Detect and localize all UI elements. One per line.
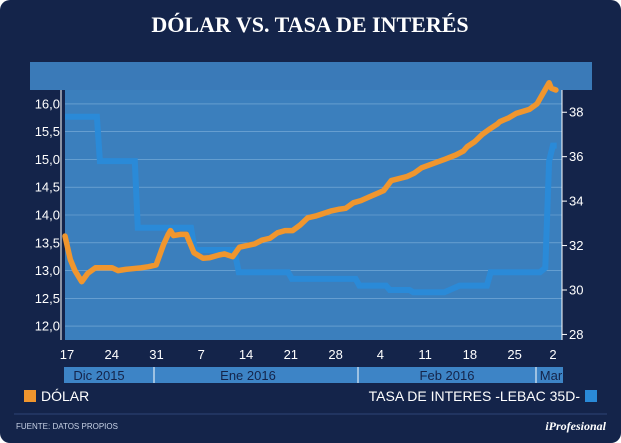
month-bar bbox=[64, 367, 563, 383]
y-left-tick-label: 12,5 bbox=[35, 291, 60, 306]
header-band bbox=[30, 62, 592, 90]
x-tick-label: 7 bbox=[198, 347, 205, 362]
y-left-tick-label: 13,5 bbox=[35, 235, 60, 250]
y-left-tick-label: 15,0 bbox=[35, 152, 60, 167]
month-label: Mar bbox=[540, 368, 563, 383]
source-note: FUENTE: DATOS PROPIOS bbox=[16, 422, 118, 431]
x-tick-label: 17 bbox=[60, 347, 74, 362]
series-lines bbox=[62, 80, 559, 296]
x-tick-label: 18 bbox=[463, 347, 477, 362]
y-left-tick-label: 12,0 bbox=[35, 319, 60, 334]
x-tick-label: 25 bbox=[507, 347, 521, 362]
month-label: Ene 2016 bbox=[220, 368, 276, 383]
legend-label-tasa: TASA DE INTERES -LEBAC 35D- bbox=[369, 388, 581, 404]
right-axis: 28 30 32 34 36 38 bbox=[561, 90, 583, 342]
series-line-dolar bbox=[62, 80, 559, 285]
legend-label-dolar: DÓLAR bbox=[41, 388, 89, 404]
y-left-tick-label: 13,0 bbox=[35, 263, 60, 278]
x-tick-label: 31 bbox=[149, 347, 163, 362]
x-tick-label: 11 bbox=[418, 347, 432, 362]
x-tick-label: 2 bbox=[549, 347, 556, 362]
legend-swatch-dolar bbox=[24, 390, 36, 402]
x-tick-label: 4 bbox=[377, 347, 384, 362]
y-right-tick-label: 36 bbox=[569, 149, 583, 164]
y-left-tick-label: 14,5 bbox=[35, 180, 60, 195]
x-tick-label: 24 bbox=[105, 347, 119, 362]
y-right-tick-label: 30 bbox=[569, 283, 583, 298]
month-labels: Dic 2015 Ene 2016 Feb 2016 Mar bbox=[73, 367, 563, 383]
y-left-tick-label: 16,0 bbox=[35, 96, 60, 111]
x-tick-label: 21 bbox=[284, 347, 298, 362]
y-left-tick-label: 15,5 bbox=[35, 124, 60, 139]
month-label: Dic 2015 bbox=[73, 368, 124, 383]
x-axis: 17 24 31 7 14 21 28 4 11 18 25 2 bbox=[60, 347, 557, 362]
y-left-tick-label: 14,0 bbox=[35, 208, 60, 223]
series-line-tasa bbox=[65, 113, 557, 296]
y-right-tick-label: 34 bbox=[569, 194, 583, 209]
gridlines bbox=[65, 103, 562, 327]
y-right-tick-label: 28 bbox=[569, 327, 583, 342]
x-tick-label: 14 bbox=[239, 347, 253, 362]
month-label: Feb 2016 bbox=[420, 368, 475, 383]
left-axis: 12,0 12,5 13,0 13,5 14,0 14,5 15,0 15,5 16,0 bbox=[35, 90, 62, 340]
x-tick-label: 28 bbox=[328, 347, 342, 362]
legend-swatch-tasa bbox=[585, 390, 597, 402]
chart-title: DÓLAR VS. TASA DE INTERÉS bbox=[151, 12, 468, 37]
y-right-tick-label: 32 bbox=[569, 238, 583, 253]
brand-logo: iProfesional bbox=[545, 419, 606, 433]
y-right-tick-label: 38 bbox=[569, 105, 583, 120]
